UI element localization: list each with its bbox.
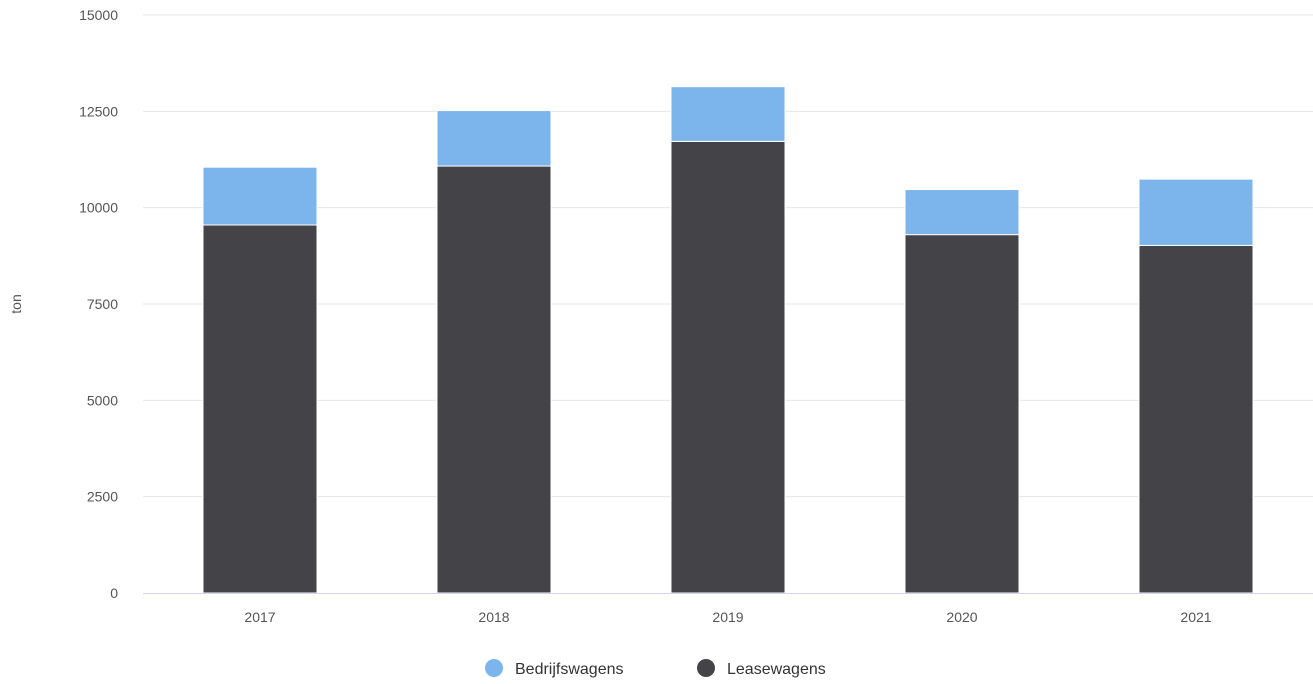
x-tick-label: 2020 bbox=[946, 609, 977, 625]
y-axis-label: ton bbox=[8, 294, 24, 313]
bar-bedrijfswagens-2021[interactable] bbox=[1138, 178, 1254, 246]
x-tick-label: 2017 bbox=[244, 609, 275, 625]
x-tick-label: 2018 bbox=[478, 609, 509, 625]
bar-bedrijfswagens-2020[interactable] bbox=[904, 189, 1020, 236]
bars bbox=[202, 86, 1254, 594]
legend-label: Bedrijfswagens bbox=[515, 661, 624, 678]
bar-bedrijfswagens-2019[interactable] bbox=[670, 86, 786, 142]
y-tick-label: 5000 bbox=[87, 392, 118, 408]
bar-bedrijfswagens-2017[interactable] bbox=[202, 166, 318, 226]
y-tick-label: 12500 bbox=[79, 103, 118, 119]
y-tick-label: 2500 bbox=[87, 489, 118, 505]
bar-leasewagens-2018[interactable] bbox=[436, 165, 552, 594]
legend-label: Leasewagens bbox=[727, 661, 826, 678]
y-tick-label: 7500 bbox=[87, 296, 118, 312]
y-tick-label: 15000 bbox=[79, 7, 118, 23]
legend: Bedrijfswagens Leasewagens bbox=[485, 659, 826, 678]
legend-item-bedrijfswagens[interactable]: Bedrijfswagens bbox=[485, 659, 624, 678]
legend-marker bbox=[485, 659, 503, 677]
y-axis-ticks: 0 2500 5000 7500 10000 12500 15000 bbox=[79, 7, 118, 601]
bar-leasewagens-2019[interactable] bbox=[670, 140, 786, 594]
y-tick-label: 0 bbox=[110, 585, 118, 601]
bar-leasewagens-2020[interactable] bbox=[904, 234, 1020, 594]
x-axis-ticks: 2017 2018 2019 2020 2021 bbox=[244, 609, 1211, 625]
legend-item-leasewagens[interactable]: Leasewagens bbox=[697, 659, 826, 678]
y-tick-label: 10000 bbox=[79, 200, 118, 216]
x-tick-label: 2021 bbox=[1180, 609, 1211, 625]
bar-bedrijfswagens-2018[interactable] bbox=[436, 110, 552, 167]
bar-leasewagens-2017[interactable] bbox=[202, 224, 318, 594]
x-tick-label: 2019 bbox=[712, 609, 743, 625]
legend-marker bbox=[697, 659, 715, 677]
bar-leasewagens-2021[interactable] bbox=[1138, 244, 1254, 594]
